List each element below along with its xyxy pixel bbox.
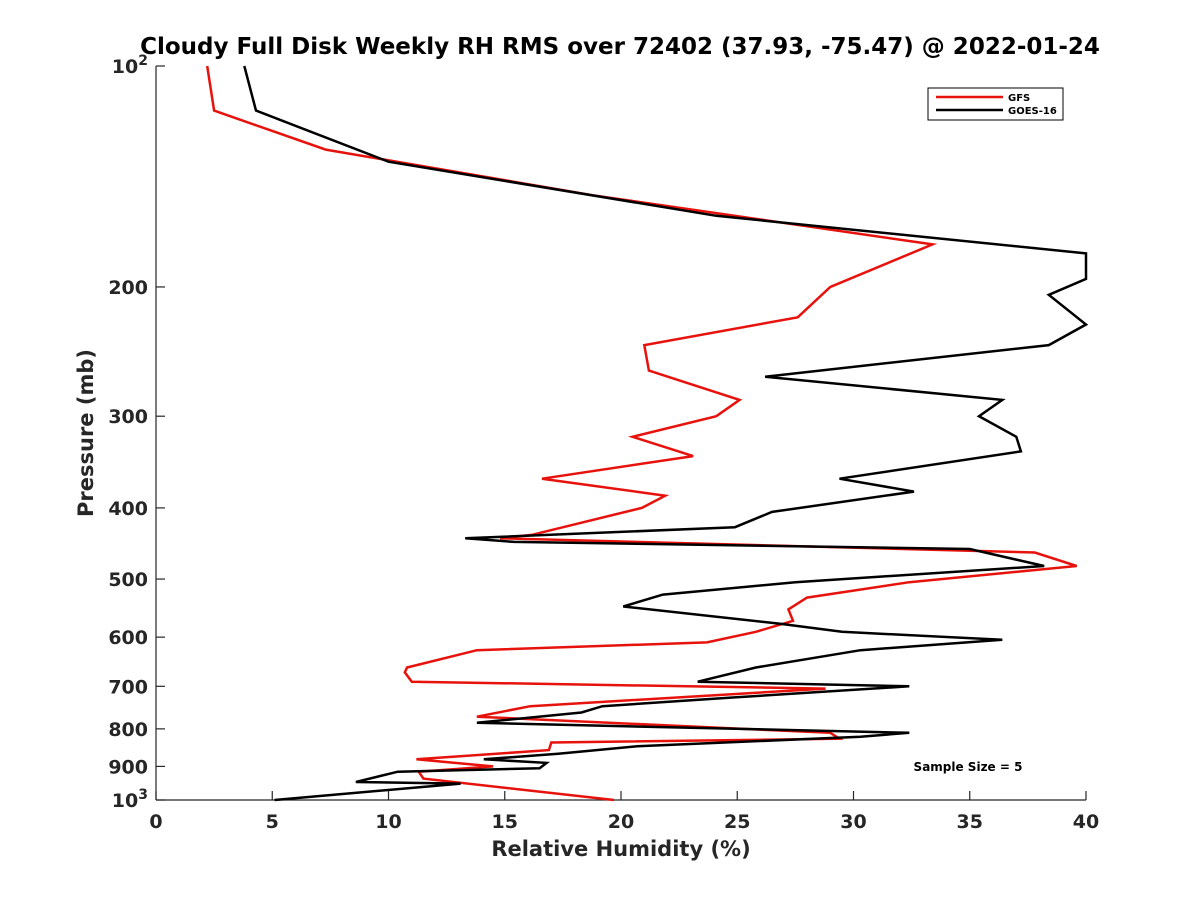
x-tick-label: 35 (957, 811, 983, 833)
x-tick-label: 40 (1073, 811, 1099, 833)
y-axis-label: Pressure (mb) (74, 349, 98, 517)
x-tick-label: 15 (492, 811, 518, 833)
x-tick-label: 30 (840, 811, 866, 833)
plot-area: 0 5 10 15 20 25 30 35 40 102 200 300 400 500 600 700 80… (108, 53, 1099, 833)
y-tick-label: 700 (108, 676, 148, 698)
x-tick-label: 25 (724, 811, 750, 833)
y-tick-label: 600 (108, 627, 148, 649)
x-tick-label: 20 (608, 811, 634, 833)
y-tick-label: 500 (108, 569, 148, 591)
y-tick-label: 300 (108, 406, 148, 428)
x-tick-label: 10 (375, 811, 401, 833)
y-ticks: 102 200 300 400 500 600 700 800 900 103 (108, 53, 165, 812)
x-ticks: 0 5 10 15 20 25 30 35 40 (149, 791, 1099, 833)
chart-title: Cloudy Full Disk Weekly RH RMS over 7240… (140, 34, 1100, 60)
x-axis-label: Relative Humidity (%) (491, 837, 750, 861)
x-tick-label: 0 (149, 811, 162, 833)
legend-label-gfs: GFS (1008, 93, 1030, 104)
x-tick-label: 5 (266, 811, 279, 833)
legend: GFS GOES-16 (927, 87, 1064, 121)
plot-frame (156, 66, 1086, 800)
sample-size-annotation: Sample Size = 5 (914, 760, 1023, 774)
y-tick-label: 900 (108, 756, 148, 778)
series-layer (205, 65, 1089, 802)
y-tick-label: 103 (112, 787, 148, 812)
y-tick-label: 200 (108, 277, 148, 299)
series-line-goes-16 (243, 65, 1089, 802)
legend-label-goes16: GOES-16 (1008, 106, 1057, 117)
legend-box (927, 87, 1064, 121)
y-tick-label: 400 (108, 498, 148, 520)
y-tick-label: 800 (108, 719, 148, 741)
y-tick-label: 102 (112, 53, 148, 78)
